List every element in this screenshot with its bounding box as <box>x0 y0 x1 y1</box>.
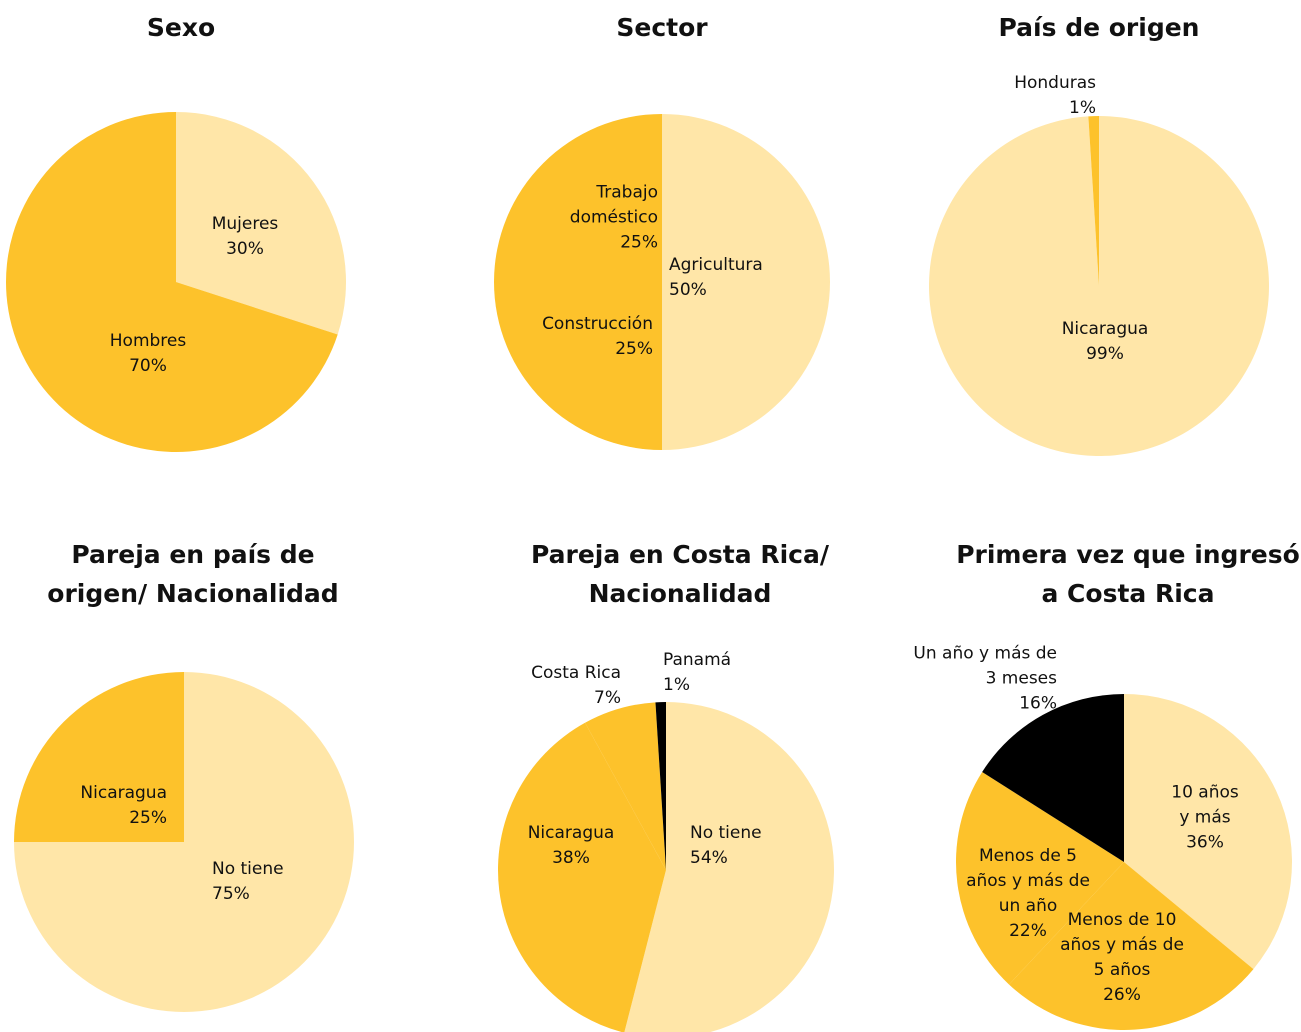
slice-label: Construcción 25% <box>513 312 653 362</box>
value-label: 16% <box>1019 693 1057 714</box>
pie-slice <box>6 112 338 452</box>
pie-slice <box>498 722 666 1032</box>
category-label: Trabajo doméstico <box>569 182 658 228</box>
category-label: Nicaragua <box>1061 319 1149 339</box>
slice-label: Hombres 70% <box>88 329 208 379</box>
pie-slice <box>982 694 1124 862</box>
slice-label: No tiene 54% <box>690 821 790 871</box>
category-label: Panamá <box>663 650 732 670</box>
slice-label: Menos de 10 años y más de 5 años 26% <box>1057 908 1187 1008</box>
pie-slice <box>624 702 834 1032</box>
slice-label: Mujeres 30% <box>190 212 300 262</box>
chart-title: Sexo <box>146 13 216 42</box>
value-label: 1% <box>663 675 690 695</box>
slice-label: Agricultura 50% <box>669 253 789 303</box>
category-label: No tiene <box>690 823 762 843</box>
pie-slice <box>655 702 666 870</box>
value-label: 99% <box>1086 344 1124 364</box>
slice-label: No tiene 75% <box>212 857 312 907</box>
chart-title: Primera vez que ingresó a Costa Rica <box>956 540 1300 608</box>
category-label: Un año y más de 3 meses <box>913 643 1057 689</box>
value-label: 7% <box>594 688 621 708</box>
category-label: 10 años y más <box>1171 782 1239 828</box>
category-label: Mujeres <box>211 214 279 234</box>
chart-title: Pareja en país de origen/ Nacionalidad <box>47 540 339 608</box>
slice-label: Nicaragua 99% <box>1045 317 1165 367</box>
pie-slice <box>176 112 346 335</box>
category-label: Construcción <box>542 314 653 334</box>
slice-label: 10 años y más 36% <box>1165 781 1245 856</box>
chart-title: Sector <box>616 13 708 42</box>
category-label: Agricultura <box>669 255 763 275</box>
pie-slice <box>1088 116 1099 286</box>
pie-slice <box>494 114 662 282</box>
pie-slice <box>662 114 830 450</box>
category-label: Honduras <box>1014 73 1096 93</box>
value-label: 50% <box>669 280 707 300</box>
value-label: 30% <box>226 239 264 259</box>
chart-title: País de origen <box>998 13 1200 42</box>
value-label: 25% <box>129 808 167 828</box>
chart-title: Pareja en Costa Rica/ Nacionalidad <box>531 540 829 608</box>
pie-slice <box>956 771 1124 985</box>
pie-slice <box>928 116 1269 456</box>
value-label: 26% <box>1103 985 1141 1005</box>
value-label: 70% <box>129 356 167 376</box>
pie-slice <box>1008 862 1254 1030</box>
slice-label: Un año y más de 3 meses 16% <box>907 642 1057 717</box>
slice-label: Trabajo doméstico 25% <box>528 181 658 256</box>
pie-slice <box>585 702 666 870</box>
value-label: 22% <box>1009 921 1047 941</box>
value-label: 75% <box>212 884 250 904</box>
slice-label: Costa Rica 7% <box>511 661 621 711</box>
value-label: 36% <box>1186 832 1224 853</box>
category-label: Menos de 5 años y más de un año <box>966 846 1090 916</box>
slice-label: Panamá 1% <box>663 648 753 698</box>
category-label: No tiene <box>212 859 284 879</box>
slice-label: Honduras 1% <box>996 71 1096 121</box>
slice-label: Nicaragua 38% <box>516 821 626 871</box>
category-label: Nicaragua <box>527 823 615 843</box>
value-label: 1% <box>1069 98 1096 118</box>
pie-slice <box>14 672 184 842</box>
category-label: Menos de 10 años y más de 5 años <box>1060 910 1184 980</box>
value-label: 54% <box>690 848 728 868</box>
slice-label: Menos de 5 años y más de un año 22% <box>958 844 1098 944</box>
value-label: 25% <box>615 339 653 359</box>
slice-label: Nicaragua 25% <box>57 781 167 831</box>
category-label: Hombres <box>109 331 187 351</box>
category-label: Costa Rica <box>531 663 621 683</box>
pie-slice <box>1124 694 1292 970</box>
value-label: 38% <box>552 848 590 868</box>
pie-slice <box>494 282 662 450</box>
value-label: 25% <box>620 232 658 253</box>
category-label: Nicaragua <box>80 783 167 803</box>
